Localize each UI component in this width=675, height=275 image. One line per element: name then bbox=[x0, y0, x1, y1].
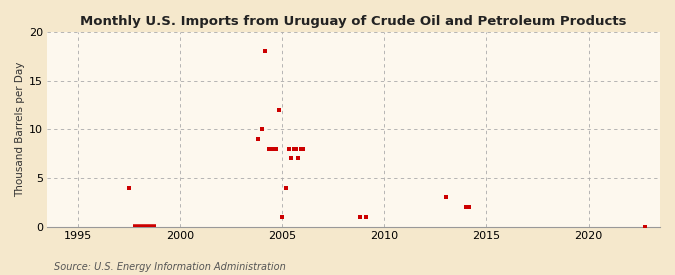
Point bbox=[268, 147, 279, 151]
Point bbox=[124, 185, 134, 190]
Point bbox=[273, 108, 284, 112]
Point bbox=[464, 205, 475, 209]
Point bbox=[440, 195, 451, 200]
Text: Source: U.S. Energy Information Administration: Source: U.S. Energy Information Administ… bbox=[54, 262, 286, 272]
Point bbox=[260, 49, 271, 54]
Point bbox=[253, 137, 264, 141]
Point bbox=[355, 215, 366, 219]
Point bbox=[460, 205, 471, 209]
Point bbox=[639, 224, 650, 229]
Point bbox=[360, 215, 371, 219]
Title: Monthly U.S. Imports from Uruguay of Crude Oil and Petroleum Products: Monthly U.S. Imports from Uruguay of Cru… bbox=[80, 15, 627, 28]
Point bbox=[289, 147, 300, 151]
Point bbox=[292, 156, 303, 161]
Point bbox=[267, 147, 277, 151]
Point bbox=[286, 156, 296, 161]
Point bbox=[296, 147, 306, 151]
Point bbox=[270, 147, 281, 151]
Point bbox=[277, 215, 288, 219]
Y-axis label: Thousand Barrels per Day: Thousand Barrels per Day bbox=[15, 62, 25, 197]
Point bbox=[290, 147, 301, 151]
Point bbox=[280, 185, 291, 190]
Point bbox=[256, 127, 267, 131]
Point bbox=[284, 147, 294, 151]
Point bbox=[297, 147, 308, 151]
Point bbox=[263, 147, 274, 151]
